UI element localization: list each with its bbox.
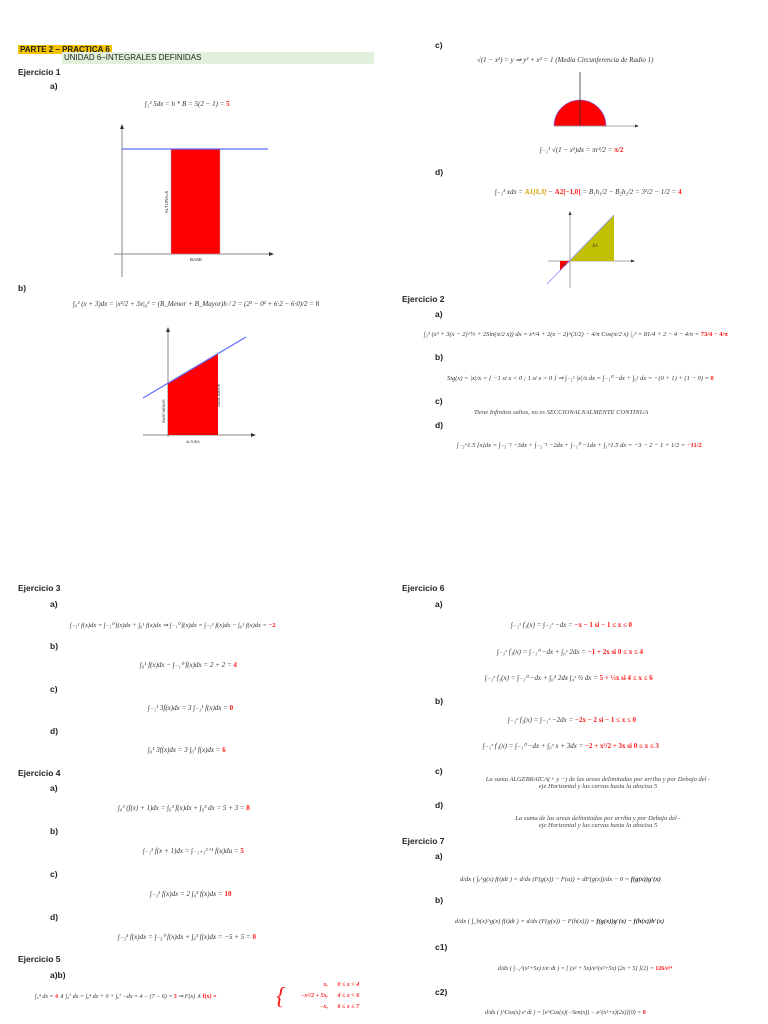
svg-text:BASE MENOR: BASE MENOR bbox=[162, 399, 166, 423]
semicircle-area-graph bbox=[553, 72, 639, 128]
ejercicio-4-title: Ejercicio 4 bbox=[18, 768, 61, 778]
ej6-a-line-2: ∫₋₁ˣ f₁(x) = ∫₋₁⁰ −dx + ∫₀ˣ 2dx = −1 + 2… bbox=[497, 648, 644, 656]
ej6-a-label: a) bbox=[435, 599, 443, 609]
ej6-d-text: La suma de las areas delimitadas por arr… bbox=[515, 815, 681, 829]
ej7-c2-equation: d/dx ( ∫^Cos(x) eᵗ dt ) = [e^Cos(x)(−Sen… bbox=[485, 1010, 646, 1016]
svg-text:A2: A2 bbox=[562, 263, 567, 267]
ej2-a-equation: ∫₂³ (x³ + 3(x − 2)^½ + 2Sin(π/2 x)) dx =… bbox=[424, 331, 728, 338]
ej7-c1-label: c1) bbox=[435, 942, 448, 952]
ej6-c-label: c) bbox=[435, 766, 443, 776]
parte-heading: PARTE 2 – PRACTICA 6 bbox=[18, 39, 112, 57]
ej4-c-label: c) bbox=[50, 869, 58, 879]
ej7-a-equation: d/dx ( ∫ₐ^g(x) f(t)dt ) = d/dx (F(g(x)) … bbox=[460, 876, 661, 883]
ej4-d-label: d) bbox=[50, 912, 59, 922]
ej2-d-equation: ∫₋₃^1.5 [x]dx = ∫₋₃⁻² −3dx + ∫₋₂⁻¹ −2dx … bbox=[457, 442, 702, 449]
rectangle-area-graph: ALTURA=5 BASE bbox=[114, 124, 274, 277]
ej4-a-equation: ∫₀³ (f(x) + 1)dx = ∫₀³ f(x)dx + ∫₀³ dx =… bbox=[118, 804, 250, 812]
ej3-a-equation: ∫₋₁¹ f(x)dx = ∫₋₁⁰ f(x)dx + ∫₀¹ f(x)dx ⇒… bbox=[70, 622, 276, 629]
triangle-areas-graph: A1 A2 bbox=[546, 211, 635, 288]
ejercicio-7-title: Ejercicio 7 bbox=[402, 836, 445, 846]
parte-title: PARTE 2 – PRACTICA 6 bbox=[18, 45, 112, 54]
ejercicio-2-title: Ejercicio 2 bbox=[402, 294, 445, 304]
ej3-c-label: c) bbox=[50, 684, 58, 694]
ej3-c-equation: ∫₋₁¹ 3f(x)dx = 3 ∫₋₁¹ f(x)dx = 0 bbox=[148, 704, 234, 712]
ej7-b-label: b) bbox=[435, 895, 444, 905]
unidad-title: UNIDAD 6–INTEGRALES DEFINIDAS bbox=[62, 52, 374, 64]
piece-2: −x²/2 + 5x, 4 ≤ x < 6 bbox=[300, 993, 360, 999]
ej6-b-line-2: ∫₋₁ˣ f₁(x) = ∫₋₁⁰ −dx + ∫₀ˣ x + 3dx = −2… bbox=[483, 742, 659, 750]
ej2-d-label: d) bbox=[435, 420, 444, 430]
svg-text:BASE: BASE bbox=[190, 257, 202, 262]
ej4-c-equation: ∫₋₃³ f(x)dx = 2 ∫₀³ f(x)dx = 10 bbox=[150, 890, 232, 898]
ejercicio-3-title: Ejercicio 3 bbox=[18, 583, 61, 593]
ej7-a-label: a) bbox=[435, 851, 443, 861]
ej2-b-label: b) bbox=[435, 352, 444, 362]
ej6-b-line-1: ∫₋₁ˣ f₂(x) = ∫₋₁ˣ −2dx = −2x − 2 si − 1 … bbox=[508, 716, 637, 724]
ej2-c-text: Tiene Infinitos saltos, no es SECCIONALN… bbox=[474, 409, 649, 416]
ej6-c-text: La suma ALGEBRAICA(+ y −) de las areas d… bbox=[485, 776, 711, 790]
ej1-c-equation-top: √(1 − x²) = y ⇒ y² + x² = 1 (Media Circu… bbox=[477, 56, 654, 64]
ej3-b-label: b) bbox=[50, 641, 59, 651]
ej3-d-label: d) bbox=[50, 726, 59, 736]
ej6-d-label: d) bbox=[435, 800, 444, 810]
ej5-ab-label: a)b) bbox=[50, 970, 66, 980]
ej2-c-label: c) bbox=[435, 396, 443, 406]
ej7-b-equation: d/dx ( ∫_h(x)^g(x) f(t)dt ) = d/dx (F(g(… bbox=[455, 918, 665, 925]
ej1-a-label: a) bbox=[50, 81, 58, 91]
ejercicio-6-title: Ejercicio 6 bbox=[402, 583, 445, 593]
piece-1: x, 0 ≤ x < 4 bbox=[323, 982, 360, 988]
ej7-c1-equation: d/dx ( ∫₋₃^(x²+5x) t/eᵗ dt ) = [ (x² + 5… bbox=[498, 966, 673, 972]
svg-text:BASE MAYOR: BASE MAYOR bbox=[217, 383, 221, 406]
ej1-b-equation: ∫₀² (x + 3)dx = |x²/2 + 3x|₀² = (B_Menor… bbox=[73, 300, 320, 308]
ej1-c-label: c) bbox=[435, 40, 443, 50]
ej5-ab-equation: ∫₀⁴ dx = 4 ∧ ∫₀⁷ dx = ∫₀⁴ dx + 0 + ∫₆⁷ −… bbox=[35, 994, 217, 1000]
svg-text:A1: A1 bbox=[592, 244, 599, 249]
ej6-a-line-1: ∫₋₁ˣ f₁(x) = ∫₋₁ˣ −dx = −x − 1 si − 1 ≤ … bbox=[511, 621, 633, 629]
ej4-b-equation: ∫₋₁² f(x + 1)dx = ∫₋₁₊₁²⁺¹ f(u)du = 5 bbox=[143, 847, 244, 855]
trapezoid-area-graph: BASE MENOR BASE MAYOR ALTURA bbox=[142, 327, 256, 444]
ejercicio-5-title: Ejercicio 5 bbox=[18, 954, 61, 964]
ej1-d-equation: ∫₋₁³ xdx = A1[0,3] − A2[−1,0] = B₁h₁/2 −… bbox=[495, 188, 682, 196]
ej2-b-equation: Sig(x) = |x|/x = { −1 si x < 0 ; 1 si x … bbox=[447, 375, 714, 382]
piece-3: −x, 6 ≤ x ≤ 7 bbox=[319, 1004, 360, 1010]
ej3-b-equation: ∫₀¹ f(x)dx − ∫₋₁⁰ f(x)dx = 2 + 2 = 4 bbox=[140, 661, 237, 669]
ej2-a-label: a) bbox=[435, 309, 443, 319]
ej1-b-label: b) bbox=[18, 283, 27, 293]
ejercicio-1-title: Ejercicio 1 bbox=[18, 67, 61, 77]
ej4-a-label: a) bbox=[50, 783, 58, 793]
svg-text:ALTURA: ALTURA bbox=[186, 440, 200, 444]
ej3-a-label: a) bbox=[50, 599, 58, 609]
ej4-d-equation: ∫₋₃³ f(x)dx = ∫₋₃⁰ f(x)dx + ∫₀³ f(x)dx =… bbox=[118, 933, 257, 941]
ej1-d-label: d) bbox=[435, 167, 444, 177]
ej1-c-equation-bottom: ∫₋₁¹ √(1 − x²)dx = πr²/2 = π/2 bbox=[540, 146, 624, 154]
ej6-b-label: b) bbox=[435, 696, 444, 706]
svg-text:ALTURA=5: ALTURA=5 bbox=[164, 190, 169, 213]
ej4-b-label: b) bbox=[50, 826, 59, 836]
ej7-c2-label: c2) bbox=[435, 987, 448, 997]
ej3-d-equation: ∫₀¹ 3f(x)dx = 3 ∫₀¹ f(x)dx = 6 bbox=[148, 746, 226, 754]
ej6-a-line-3: ∫₋₁ˣ f₁(x) = ∫₋₁⁰ −dx + ∫₀⁴ 2dx ∫₄ˣ ½ dx… bbox=[485, 674, 653, 682]
ej1-a-equation: ∫₁² 5dx = h * B = 5(2 − 1) = 5 bbox=[145, 100, 230, 108]
